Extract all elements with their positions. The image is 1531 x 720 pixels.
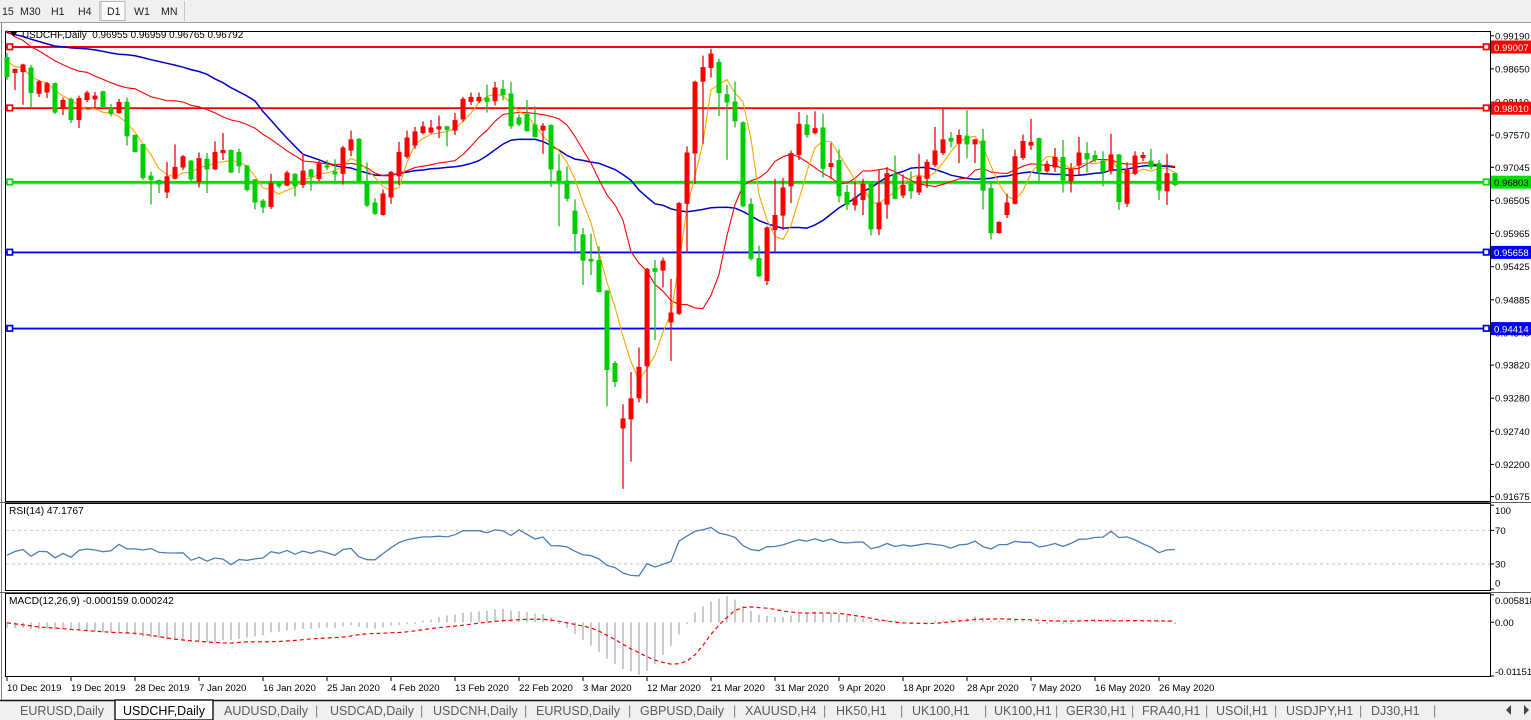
svg-text:GER30,H1: GER30,H1 xyxy=(1066,704,1126,718)
svg-text:0.92740: 0.92740 xyxy=(1495,427,1530,438)
svg-text:H1: H1 xyxy=(51,6,65,18)
svg-text:4 Feb 2020: 4 Feb 2020 xyxy=(391,683,440,694)
svg-text:19 Dec 2019: 19 Dec 2019 xyxy=(71,683,125,694)
svg-text:W1: W1 xyxy=(134,6,150,18)
svg-text:XAUUSD,H4: XAUUSD,H4 xyxy=(745,704,817,718)
svg-text:9 Apr 2020: 9 Apr 2020 xyxy=(839,683,885,694)
svg-text:22 Feb 2020: 22 Feb 2020 xyxy=(519,683,573,694)
svg-text:USDCHF,Daily: USDCHF,Daily xyxy=(123,704,206,718)
svg-text:0.95425: 0.95425 xyxy=(1495,262,1530,273)
svg-text:UK100,H1: UK100,H1 xyxy=(994,704,1052,718)
svg-text:|: | xyxy=(1433,704,1436,718)
svg-text:GBPUSD,Daily: GBPUSD,Daily xyxy=(640,704,725,718)
svg-text:31 Mar 2020: 31 Mar 2020 xyxy=(775,683,829,694)
svg-text:|: | xyxy=(1055,704,1058,718)
svg-text:FRA40,H1: FRA40,H1 xyxy=(1142,704,1200,718)
svg-text:|: | xyxy=(733,704,736,718)
svg-text:0.93820: 0.93820 xyxy=(1495,361,1530,372)
svg-text:26 May 2020: 26 May 2020 xyxy=(1159,683,1214,694)
svg-text:|: | xyxy=(1274,704,1277,718)
svg-text:100: 100 xyxy=(1495,506,1511,517)
svg-text:7 May 2020: 7 May 2020 xyxy=(1031,683,1081,694)
svg-text:3 Mar 2020: 3 Mar 2020 xyxy=(583,683,632,694)
svg-text:H4: H4 xyxy=(78,6,92,18)
svg-text:DJ30,H1: DJ30,H1 xyxy=(1371,704,1420,718)
svg-text:70: 70 xyxy=(1495,526,1506,537)
svg-text:|: | xyxy=(420,704,423,718)
svg-text:0.98650: 0.98650 xyxy=(1495,64,1530,75)
svg-text:USDCHF,Daily 0.96955 0.96959: USDCHF,Daily 0.96955 0.96959 0.96765 0.9… xyxy=(22,30,243,41)
svg-text:USDCNH,Daily: USDCNH,Daily xyxy=(433,704,518,718)
svg-text:HK50,H1: HK50,H1 xyxy=(836,704,887,718)
svg-text:USDCAD,Daily: USDCAD,Daily xyxy=(330,704,415,718)
svg-text:10 Dec 2019: 10 Dec 2019 xyxy=(7,683,61,694)
svg-text:0.94885: 0.94885 xyxy=(1495,295,1530,306)
svg-text:MN: MN xyxy=(161,6,177,18)
svg-text:12 Mar 2020: 12 Mar 2020 xyxy=(647,683,701,694)
svg-text:|: | xyxy=(524,704,527,718)
svg-text:13 Feb 2020: 13 Feb 2020 xyxy=(455,683,509,694)
svg-text:0.98010: 0.98010 xyxy=(1494,104,1529,115)
svg-text:0.99007: 0.99007 xyxy=(1494,43,1529,54)
svg-text:|: | xyxy=(315,704,318,718)
svg-text:|: | xyxy=(1131,704,1134,718)
svg-text:0.94414: 0.94414 xyxy=(1494,324,1529,335)
svg-text:UK100,H1: UK100,H1 xyxy=(912,704,970,718)
svg-text:|: | xyxy=(1359,704,1362,718)
svg-text:EURUSD,Daily: EURUSD,Daily xyxy=(536,704,621,718)
svg-text:0.005818: 0.005818 xyxy=(1495,596,1531,607)
svg-text:7 Jan 2020: 7 Jan 2020 xyxy=(199,683,246,694)
svg-text:|: | xyxy=(628,704,631,718)
svg-text:AUDUSD,Daily: AUDUSD,Daily xyxy=(224,704,309,718)
svg-text:0.93280: 0.93280 xyxy=(1495,394,1530,405)
svg-text:|: | xyxy=(900,704,903,718)
svg-text:0.95658: 0.95658 xyxy=(1494,248,1529,259)
svg-text:0.97570: 0.97570 xyxy=(1495,131,1530,142)
svg-text:M30: M30 xyxy=(20,6,41,18)
svg-text:16 Jan 2020: 16 Jan 2020 xyxy=(263,683,316,694)
svg-text:RSI(14) 47.1767: RSI(14) 47.1767 xyxy=(9,506,84,517)
svg-text:EURUSD,Daily: EURUSD,Daily xyxy=(20,704,105,718)
svg-text:28 Dec 2019: 28 Dec 2019 xyxy=(135,683,189,694)
svg-text:|: | xyxy=(1205,704,1208,718)
svg-text:16 May 2020: 16 May 2020 xyxy=(1095,683,1150,694)
svg-text:0: 0 xyxy=(1495,579,1500,590)
svg-text:0.95965: 0.95965 xyxy=(1495,229,1530,240)
svg-text:|: | xyxy=(823,704,826,718)
svg-text:18 Apr 2020: 18 Apr 2020 xyxy=(903,683,955,694)
svg-text:D1: D1 xyxy=(107,6,121,18)
svg-text:15: 15 xyxy=(2,6,14,18)
svg-text:0.91675: 0.91675 xyxy=(1495,492,1530,503)
svg-text:21 Mar 2020: 21 Mar 2020 xyxy=(711,683,765,694)
svg-text:0.96803: 0.96803 xyxy=(1494,178,1529,189)
svg-text:MACD(12,26,9) -0.000159 0.0002: MACD(12,26,9) -0.000159 0.000242 xyxy=(9,596,174,607)
svg-text:USOil,H1: USOil,H1 xyxy=(1216,704,1268,718)
svg-text:USDJPY,H1: USDJPY,H1 xyxy=(1286,704,1353,718)
svg-text:|: | xyxy=(984,704,987,718)
svg-text:25 Jan 2020: 25 Jan 2020 xyxy=(327,683,380,694)
svg-text:0.99190: 0.99190 xyxy=(1495,31,1530,42)
svg-text:0.96505: 0.96505 xyxy=(1495,196,1530,207)
svg-text:-0.011514: -0.011514 xyxy=(1495,667,1531,678)
svg-text:30: 30 xyxy=(1495,559,1506,570)
svg-text:0.00: 0.00 xyxy=(1495,618,1514,629)
svg-text:0.97045: 0.97045 xyxy=(1495,163,1530,174)
svg-text:0.92200: 0.92200 xyxy=(1495,460,1530,471)
svg-text:28 Apr 2020: 28 Apr 2020 xyxy=(967,683,1019,694)
